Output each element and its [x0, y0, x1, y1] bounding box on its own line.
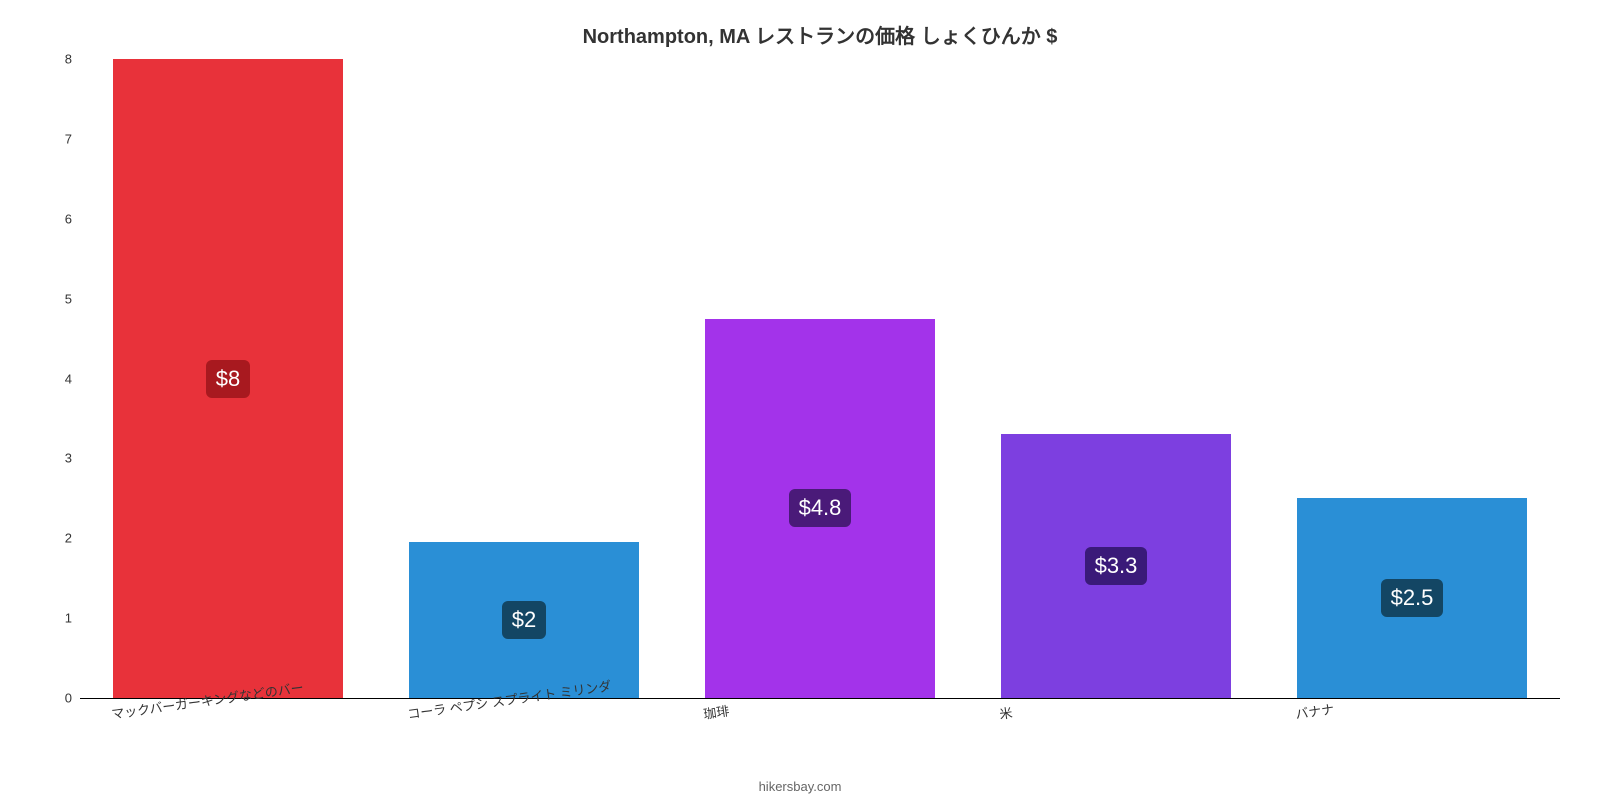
bar-slot: $2 — [376, 59, 672, 698]
plot-area: 012345678 $8$2$4.8$3.3$2.5 マックバーガーキングなどの… — [80, 59, 1560, 699]
bar-slot: $2.5 — [1264, 59, 1560, 698]
credit-text: hikersbay.com — [0, 779, 1600, 794]
bar-value-label: $2 — [502, 601, 546, 639]
bar-value-label: $4.8 — [789, 489, 852, 527]
bar-value-label: $3.3 — [1085, 547, 1148, 585]
bar: $3.3 — [1001, 434, 1232, 698]
y-tick-label: 6 — [65, 211, 72, 226]
x-axis-label: 米 — [998, 702, 1014, 723]
bar-slot: $4.8 — [672, 59, 968, 698]
y-tick-label: 3 — [65, 451, 72, 466]
bar: $2 — [409, 542, 640, 698]
y-tick-label: 7 — [65, 131, 72, 146]
x-axis-label: 珈琲 — [702, 700, 730, 722]
x-label-slot: マックバーガーキングなどのバー — [80, 698, 376, 748]
x-label-slot: コーラ ペプシ スプライト ミリンダ — [376, 698, 672, 748]
x-label-slot: 米 — [968, 698, 1264, 748]
chart-container: Northampton, MA レストランの価格 しょくひんか $ 0 1 2 3 4 5… — [0, 0, 1600, 800]
y-tick-label: 8 — [65, 52, 72, 67]
x-label-slot: バナナ — [1264, 698, 1560, 748]
chart-title: Northampton, MA レストランの価格 しょくひんか $ — [80, 20, 1560, 49]
bar-value-label: $8 — [206, 360, 250, 398]
bar: $4.8 — [705, 319, 936, 698]
x-axis-labels: マックバーガーキングなどのバーコーラ ペプシ スプライト ミリンダ 珈琲 米 バナナ — [80, 698, 1560, 748]
bar-slot: $3.3 — [968, 59, 1264, 698]
bars-area: $8 $2 $4.8 $3.3 $2.5 — [80, 59, 1560, 698]
y-tick-label: 4 — [65, 371, 72, 386]
bar: $8 — [113, 59, 344, 698]
y-tick-label: 5 — [65, 291, 72, 306]
bar: $2.5 — [1297, 498, 1528, 698]
y-tick-label: 1 — [65, 611, 72, 626]
bar-value-label: $2.5 — [1381, 579, 1444, 617]
y-tick-label: 0 — [65, 691, 72, 706]
y-tick-label: 2 — [65, 531, 72, 546]
x-label-slot: 珈琲 — [672, 698, 968, 748]
x-axis-label: バナナ — [1294, 699, 1335, 723]
y-axis: 012345678 — [40, 59, 80, 698]
bar-slot: $8 — [80, 59, 376, 698]
